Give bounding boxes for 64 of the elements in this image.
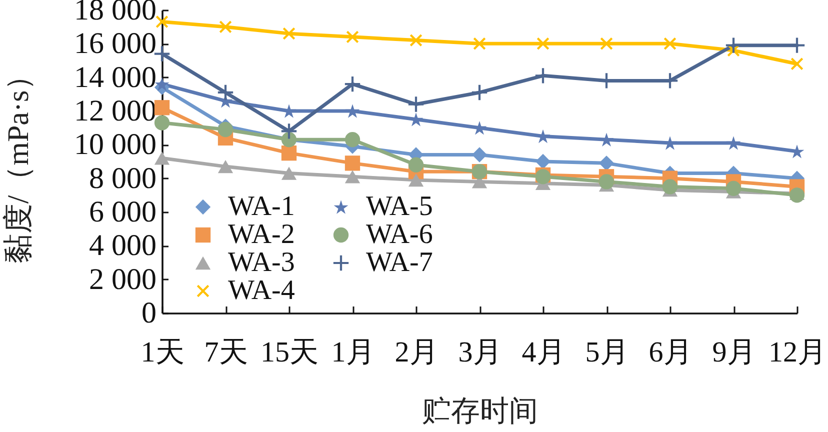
legend-label: WA-5: [366, 191, 433, 222]
point: [154, 115, 170, 130]
y-tick-label: 2 000: [89, 262, 156, 296]
point: [598, 174, 614, 190]
point: [154, 77, 170, 91]
x-axis-title: 贮存时间: [422, 396, 538, 428]
point: [219, 20, 232, 33]
point: [281, 124, 297, 139]
y-tick-label: 6 000: [89, 196, 156, 228]
x-tick-label: 15天: [260, 336, 318, 368]
point: [408, 157, 424, 172]
point: [662, 179, 678, 194]
x-tick-label: 7天: [204, 336, 248, 368]
point: [281, 166, 297, 180]
legend-label: WA-4: [228, 275, 295, 306]
x-tick-label: 4月: [522, 336, 566, 368]
point: [410, 34, 422, 46]
y-tick-label: 0: [142, 296, 156, 330]
point: [344, 170, 360, 184]
point: [154, 152, 170, 165]
x-tick-label: 12月: [768, 336, 826, 368]
point: [664, 38, 676, 50]
x-tick-label: 3月: [458, 336, 502, 368]
y-tick-label: 16 000: [74, 27, 156, 60]
y-tick-label: 8 000: [89, 162, 156, 195]
y-tick-label: 14 000: [74, 60, 156, 94]
y-axis-title: 黏度/（mPa·s）: [2, 60, 35, 264]
x-tick-label: 1天: [140, 336, 184, 368]
y-tick-label: 10 000: [74, 128, 156, 162]
point: [598, 156, 614, 171]
point: [346, 30, 359, 44]
point: [789, 188, 805, 203]
point: [600, 38, 613, 50]
point: [281, 146, 297, 161]
legend-label: WA-2: [228, 219, 295, 250]
x-tick-label: 9月: [712, 336, 756, 368]
point: [472, 147, 488, 162]
point: [790, 58, 804, 70]
x-tick-label: 5月: [585, 336, 629, 368]
point: [536, 38, 550, 50]
x-tick-label: 6月: [648, 336, 692, 368]
legend-label: WA-3: [228, 247, 295, 278]
legend-label: WA-7: [366, 247, 433, 278]
point: [218, 160, 234, 174]
point: [154, 46, 170, 62]
point: [726, 136, 741, 150]
y-tick-label: 4 000: [89, 229, 156, 262]
point: [344, 132, 360, 148]
point: [408, 173, 424, 187]
x-tick-label: 2月: [394, 336, 438, 368]
point: [282, 27, 296, 40]
x-tick-label: 1月: [331, 336, 375, 368]
point: [473, 38, 486, 50]
point: [344, 156, 360, 171]
point: [345, 104, 360, 118]
legend-label: WA-1: [228, 191, 295, 222]
point: [218, 122, 234, 138]
point: [726, 180, 742, 196]
legend-label: WA-6: [366, 219, 433, 250]
point: [154, 100, 170, 116]
point: [408, 96, 424, 112]
point: [156, 16, 168, 28]
y-tick-label: 12 000: [74, 94, 156, 128]
point: [535, 154, 551, 170]
